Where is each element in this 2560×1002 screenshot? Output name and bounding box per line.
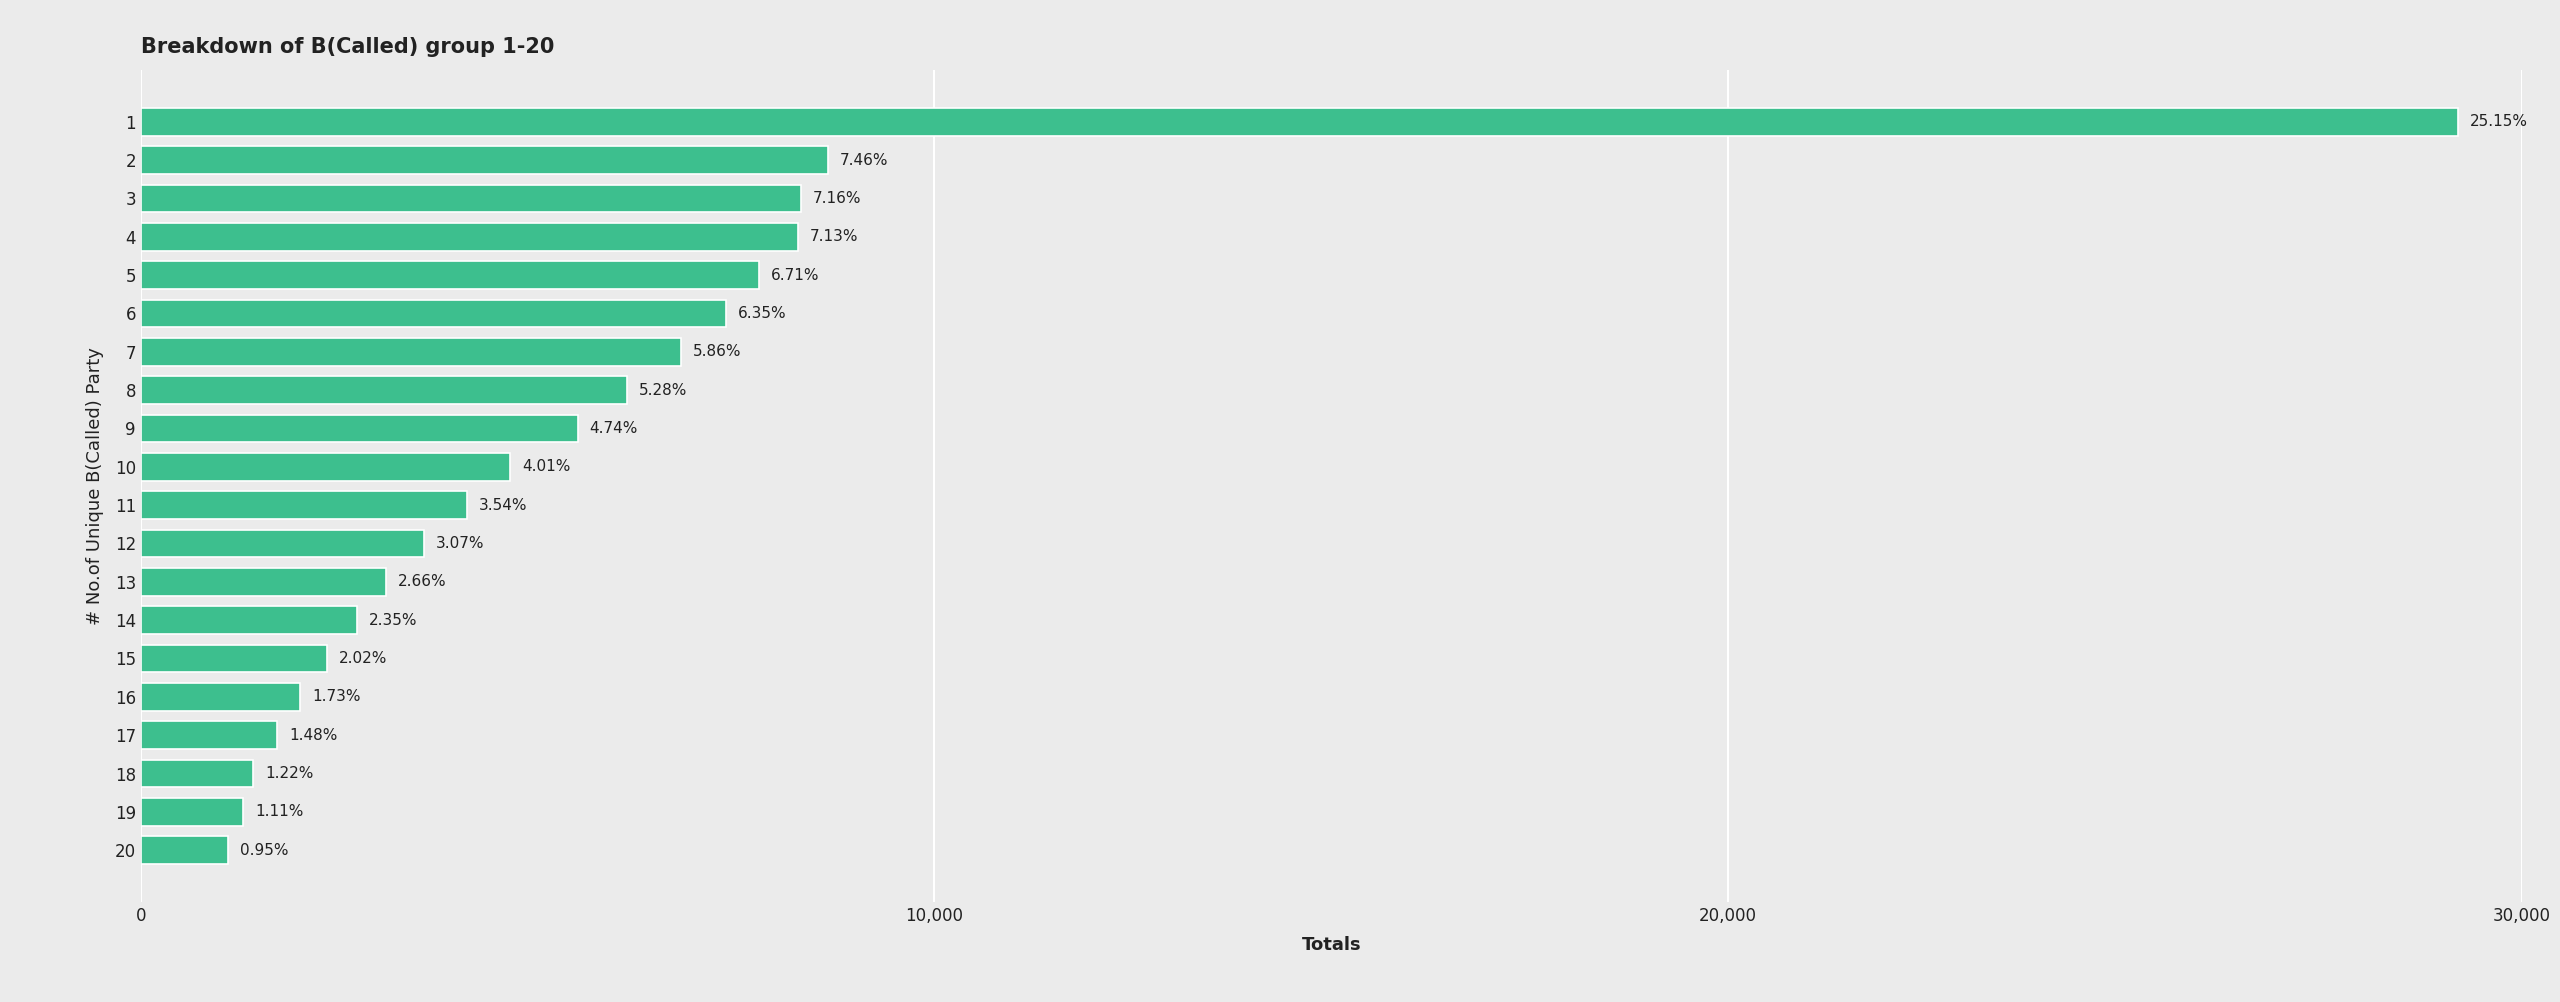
Bar [141,453,509,481]
Text: 2.02%: 2.02% [338,651,387,666]
Bar [141,644,328,672]
Bar [141,377,627,404]
Text: 0.95%: 0.95% [241,843,289,858]
Bar [141,760,253,788]
Text: 1.48%: 1.48% [289,727,338,742]
Bar [141,300,727,328]
Text: 5.86%: 5.86% [694,345,742,360]
Bar [141,223,799,250]
Text: 4.74%: 4.74% [589,421,637,436]
X-axis label: Totals: Totals [1300,936,1362,954]
Text: 1.22%: 1.22% [266,766,312,781]
Text: 6.71%: 6.71% [771,268,819,283]
Bar [141,798,243,826]
Text: 7.46%: 7.46% [840,152,888,167]
Bar [141,262,758,289]
Bar [141,146,827,174]
Text: 1.73%: 1.73% [312,689,361,704]
Bar [141,338,681,366]
Text: 4.01%: 4.01% [522,459,571,474]
Text: 7.13%: 7.13% [809,229,858,244]
Text: 7.16%: 7.16% [812,191,860,206]
Text: 2.66%: 2.66% [397,574,445,589]
Y-axis label: # No.of Unique B(Called) Party: # No.of Unique B(Called) Party [84,347,102,625]
Bar [141,108,2458,135]
Bar [141,837,228,864]
Bar [141,606,358,634]
Text: 3.07%: 3.07% [435,536,484,551]
Bar [141,568,387,595]
Bar [141,184,801,212]
Bar [141,491,466,519]
Bar [141,415,579,442]
Text: 3.54%: 3.54% [479,498,527,513]
Text: 25.15%: 25.15% [2470,114,2527,129]
Bar [141,721,276,748]
Text: 5.28%: 5.28% [640,383,689,398]
Text: 2.35%: 2.35% [369,612,417,627]
Text: Breakdown of B(Called) group 1-20: Breakdown of B(Called) group 1-20 [141,37,553,57]
Text: 1.11%: 1.11% [256,805,302,820]
Text: 6.35%: 6.35% [737,306,786,321]
Bar [141,530,422,557]
Bar [141,683,300,710]
